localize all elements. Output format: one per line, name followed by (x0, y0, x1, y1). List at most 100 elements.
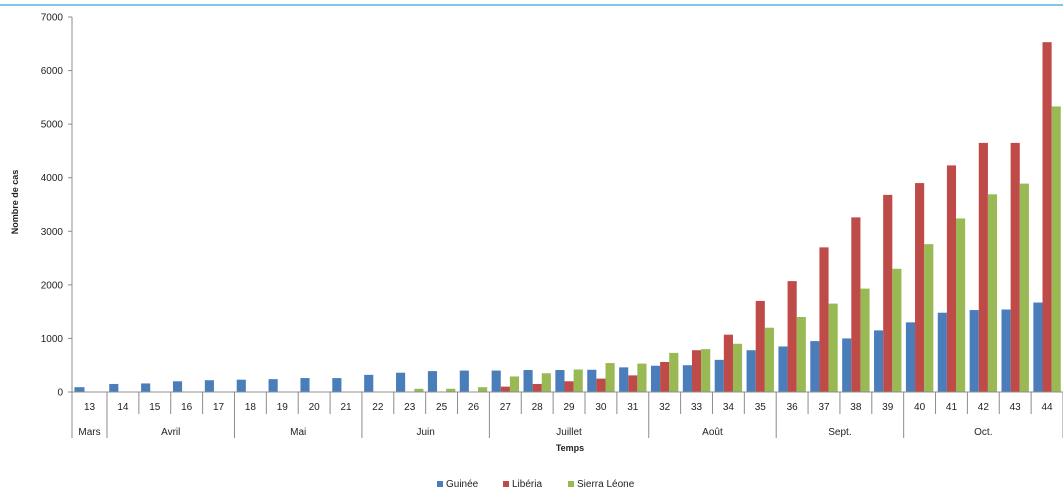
bar (946, 165, 957, 392)
bar (1001, 309, 1011, 392)
bar (141, 383, 151, 392)
bar (778, 346, 788, 392)
bar (796, 317, 806, 392)
x-tick-label: 23 (404, 402, 416, 413)
x-tick-label: 27 (500, 402, 512, 413)
legend-swatch (568, 481, 574, 487)
bar (682, 365, 692, 392)
bar (1042, 42, 1052, 393)
legend-swatch (503, 481, 509, 487)
x-tick-label: 15 (149, 402, 161, 413)
x-tick-label: 13 (84, 402, 96, 413)
bar (1033, 302, 1043, 392)
x-tick-label: 30 (595, 402, 607, 413)
bar (1010, 142, 1020, 392)
bar (637, 363, 647, 392)
bar (819, 247, 829, 392)
month-label: Avril (161, 427, 180, 438)
month-label: Juillet (556, 427, 582, 438)
bar (851, 217, 861, 392)
bar (723, 334, 733, 392)
x-tick-label: 35 (755, 402, 767, 413)
bar (956, 218, 966, 392)
bar (924, 244, 934, 392)
bar (969, 310, 979, 392)
bar (828, 303, 838, 392)
x-tick-label: 16 (181, 402, 193, 413)
y-tick-label: 7000 (41, 13, 64, 24)
y-tick-label: 6000 (41, 66, 64, 77)
x-tick-label: 17 (213, 402, 225, 413)
x-tick-label: 19 (277, 402, 289, 413)
bar (541, 373, 551, 392)
x-axis: 13 14 15 16 17 18 19 20 21 22 23 25 26 27 28 29 30 31 32 33… (71, 391, 1063, 438)
bar (660, 362, 670, 392)
x-tick-label: 38 (850, 402, 862, 413)
bar (396, 372, 406, 392)
y-axis: 0 1000 2000 3000 4000 5000 6000 7000 (41, 13, 73, 399)
bar (172, 381, 183, 392)
bar (842, 338, 852, 392)
bar (204, 380, 214, 392)
x-axis-title: Temps (556, 443, 584, 453)
bar (268, 379, 278, 392)
bar (732, 343, 743, 392)
x-tick-label: 32 (659, 402, 671, 413)
bar (300, 378, 310, 392)
month-label: Août (702, 427, 723, 438)
x-tick-label: 41 (946, 402, 958, 413)
x-tick-label: 29 (564, 402, 576, 413)
bar (236, 379, 246, 392)
bar (523, 370, 533, 392)
x-tick-label: 43 (1010, 402, 1022, 413)
month-label: Mai (290, 427, 306, 438)
bar (1019, 183, 1029, 392)
bar (650, 365, 661, 392)
bar (874, 330, 884, 392)
bar (414, 388, 424, 392)
bar (500, 386, 510, 392)
month-label: Sept. (828, 427, 851, 438)
x-tick-label: 37 (818, 402, 830, 413)
bar (915, 183, 925, 392)
legend: Guinée Libéria Sierra Léone (437, 479, 635, 490)
x-tick-label: 31 (627, 402, 639, 413)
bar (364, 374, 374, 392)
x-tick-label: 40 (914, 402, 926, 413)
bar (587, 369, 597, 392)
month-label: Mars (78, 427, 100, 438)
bar (978, 142, 988, 392)
bar (810, 341, 820, 392)
bar (332, 378, 342, 392)
bar (937, 312, 947, 392)
x-tick-label: 21 (340, 402, 352, 413)
x-tick-label: 44 (1042, 402, 1054, 413)
y-tick-label: 4000 (41, 173, 64, 184)
bar (491, 370, 501, 392)
bar (596, 378, 606, 392)
bar (628, 375, 638, 392)
bar (892, 268, 902, 392)
bar (764, 327, 774, 392)
legend-label: Libéria (512, 479, 542, 490)
bar (573, 369, 583, 392)
month-label: Juin (416, 427, 434, 438)
x-tick-label: 14 (117, 402, 129, 413)
bar (787, 281, 797, 392)
y-tick-label: 2000 (41, 280, 64, 291)
bar (1051, 106, 1061, 393)
y-tick-label: 5000 (41, 120, 64, 131)
bar (478, 387, 488, 392)
bar (74, 387, 85, 392)
month-label: Oct. (974, 427, 992, 438)
bar (746, 350, 756, 392)
y-axis-title: Nombre de cas (10, 170, 20, 235)
bar (987, 194, 998, 392)
bar (691, 350, 702, 392)
bars-group (74, 42, 1061, 393)
bar (883, 194, 893, 392)
bar (605, 363, 615, 392)
bar (459, 370, 469, 392)
x-tick-label: 34 (723, 402, 735, 413)
